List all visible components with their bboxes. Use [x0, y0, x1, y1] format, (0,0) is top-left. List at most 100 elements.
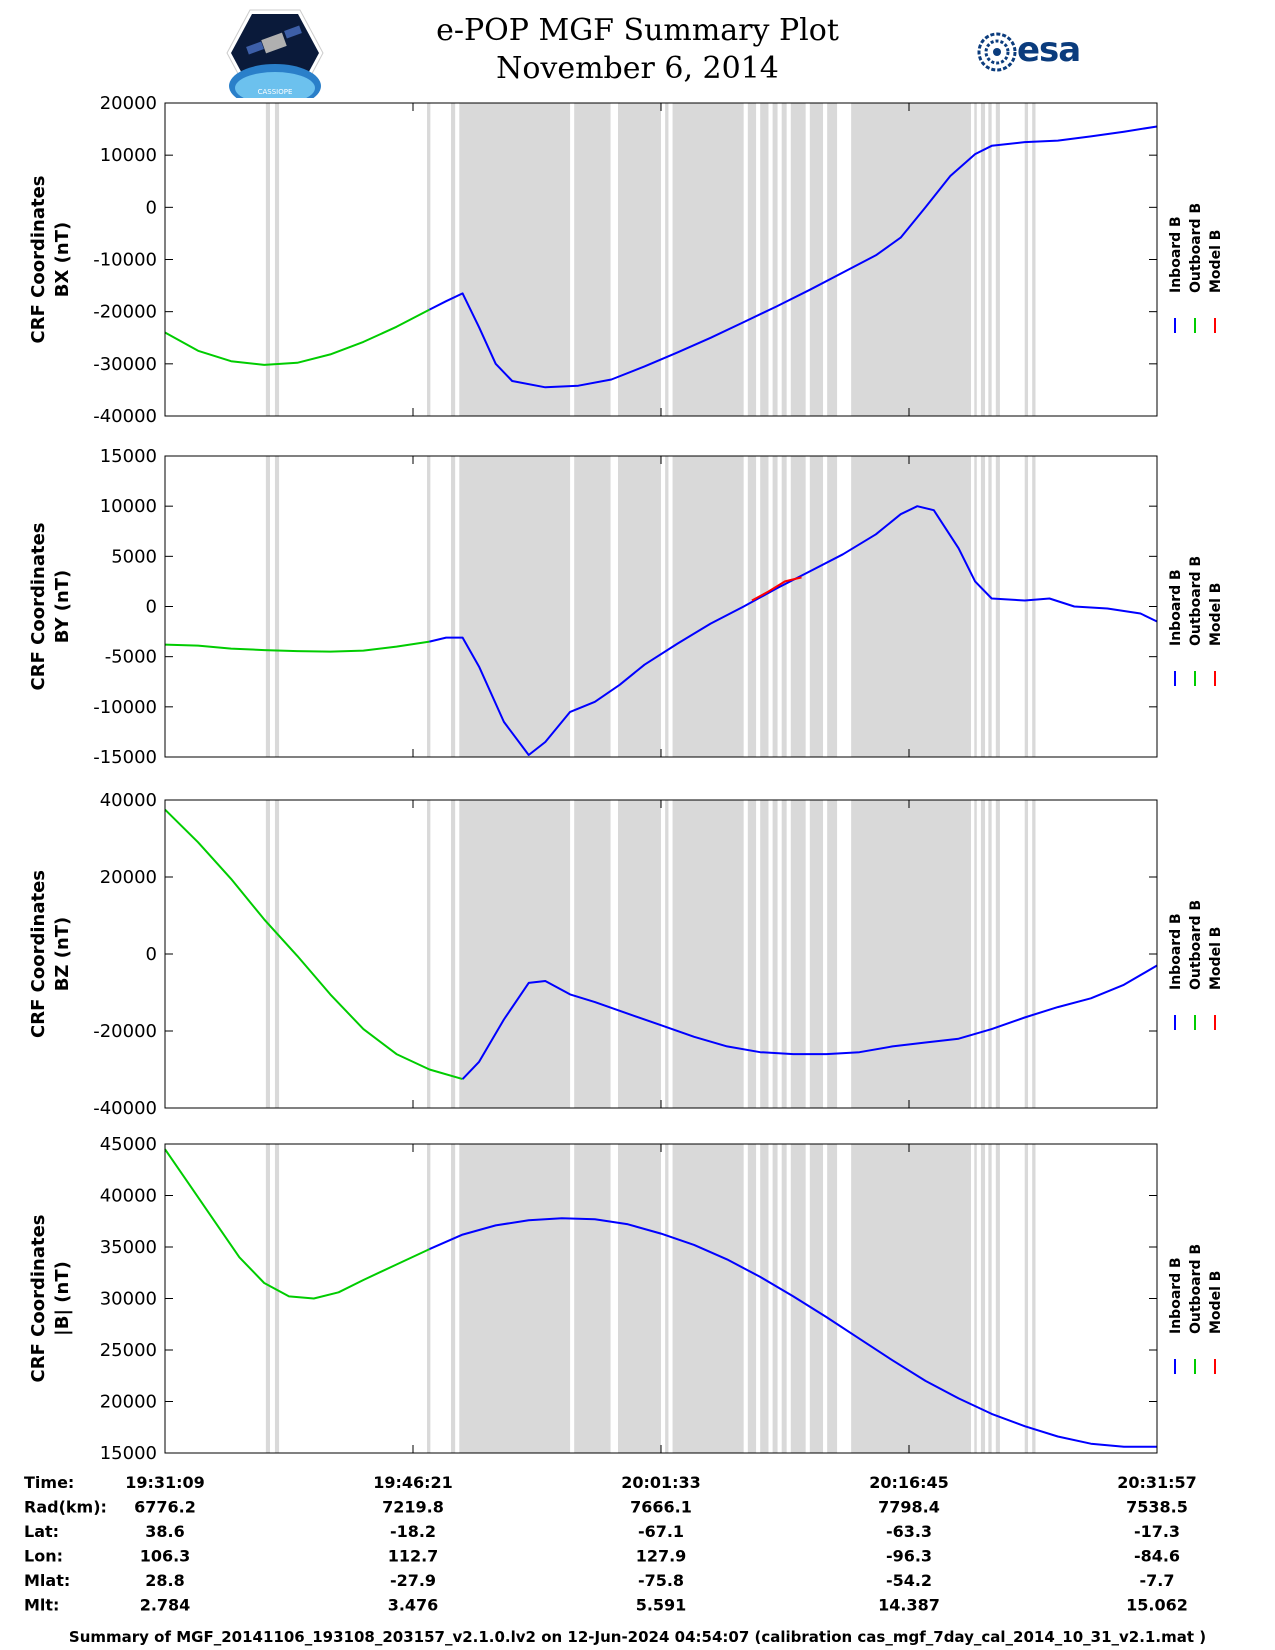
bz-shade-9	[747, 800, 757, 1108]
ephemeris-value: 6776.2	[134, 1498, 196, 1517]
bmag-ytick-label: 45000	[100, 1134, 157, 1155]
bx-ytick-label: 10000	[100, 145, 157, 166]
by-shade-17	[974, 456, 977, 757]
by-shade-15	[827, 456, 838, 757]
bz-legend-label: Inboard B	[1168, 913, 1184, 990]
by-shade-9	[747, 456, 757, 757]
bz-shade-10	[760, 800, 769, 1108]
bmag-shade-20	[995, 1144, 1000, 1453]
bx-shade-21	[1024, 103, 1029, 416]
bmag-shade-7	[665, 1144, 669, 1453]
bx-shade-3	[451, 103, 456, 416]
bmag-shade-6	[618, 1144, 661, 1453]
bmag-ylabel: |B| (nT)	[52, 1261, 73, 1336]
bx-shade-1	[274, 103, 280, 416]
bmag-outboard-b-line	[164, 1148, 430, 1300]
bx-ylabel: CRF Coordinates	[28, 176, 49, 344]
by-shade-2	[427, 456, 431, 757]
bmag-shade-21	[1024, 1144, 1029, 1453]
by-shade-5	[574, 456, 611, 757]
ephemeris-value: 7798.4	[878, 1498, 940, 1517]
by-ytick-label: 10000	[100, 496, 157, 517]
bmag-ytick-label: 20000	[100, 1392, 157, 1413]
by-legend-label: Model B	[1208, 583, 1224, 646]
bz-shade-4	[459, 800, 571, 1108]
ephemeris-row-label: Lon:	[24, 1547, 63, 1566]
bmag-shade-18	[980, 1144, 986, 1453]
by-outboard-b-line	[164, 640, 430, 653]
by-legend-label: Outboard B	[1188, 556, 1204, 646]
bz-ytick-label: 20000	[100, 867, 157, 888]
bx-legend-label: Inboard B	[1168, 216, 1184, 293]
bx-inboard-b-line	[429, 125, 1158, 389]
bz-shade-3	[451, 800, 456, 1108]
bx-shade-13	[790, 103, 806, 416]
ephemeris-value: -27.9	[390, 1571, 436, 1590]
footer-caption: Summary of MGF_20141106_193108_203157_v2…	[68, 1628, 1207, 1646]
by-shade-8	[672, 456, 744, 757]
by-shade-19	[988, 456, 992, 757]
ephemeris-value: 3.476	[388, 1596, 439, 1615]
bmag-ytick-label: 40000	[100, 1186, 157, 1207]
bz-shade-5	[574, 800, 611, 1108]
by-ytick-label: 5000	[111, 546, 157, 567]
by-shade-6	[618, 456, 661, 757]
bmag-legend-label: Outboard B	[1188, 1244, 1204, 1334]
by-shade-16	[851, 456, 971, 757]
bx-ytick-label: -30000	[93, 354, 157, 375]
ephemeris-value: 7219.8	[382, 1498, 444, 1517]
bz-outboard-b-line	[164, 808, 463, 1081]
by-ytick-label: 0	[146, 597, 157, 618]
ephemeris-value: 7538.5	[1126, 1498, 1188, 1517]
ephemeris-value: -96.3	[886, 1547, 932, 1566]
ephemeris-row-label: Mlat:	[24, 1571, 70, 1590]
bx-shade-14	[809, 103, 824, 416]
by-ytick-label: -15000	[93, 747, 157, 768]
by-shade-12	[781, 456, 787, 757]
bmag-shade-17	[974, 1144, 977, 1453]
bx-shade-22	[1032, 103, 1036, 416]
bx-ylabel: BX (nT)	[52, 222, 73, 297]
by-shade-13	[790, 456, 806, 757]
ephemeris-value: 15.062	[1126, 1596, 1188, 1615]
bx-shade-18	[980, 103, 986, 416]
bx-ytick-label: 20000	[100, 93, 157, 114]
by-ylabel: BY (nT)	[52, 570, 73, 644]
ephemeris-row-label: Rad(km):	[24, 1498, 107, 1517]
bz-legend-label: Outboard B	[1188, 900, 1204, 990]
bz-shade-0	[265, 800, 270, 1108]
esa-logo-icon: esa	[975, 30, 1095, 74]
bmag-inboard-b-line	[429, 1217, 1157, 1448]
bz-shade-20	[995, 800, 1000, 1108]
by-ytick-label: -5000	[105, 647, 157, 668]
bz-shade-16	[851, 800, 971, 1108]
bz-ylabel: BZ (nT)	[52, 917, 73, 992]
by-shade-4	[459, 456, 571, 757]
bmag-shade-3	[451, 1144, 456, 1453]
ephemeris-value: 19:46:21	[373, 1473, 453, 1492]
bx-shade-8	[672, 103, 744, 416]
by-model-b-line	[751, 576, 802, 602]
bz-shade-8	[672, 800, 744, 1108]
ephemeris-value: 20:16:45	[869, 1473, 949, 1492]
ephemeris-value: -18.2	[390, 1522, 436, 1541]
bmag-legend-label: Inboard B	[1168, 1257, 1184, 1334]
bz-inboard-b-line	[461, 964, 1158, 1080]
bx-shade-12	[781, 103, 787, 416]
bmag-shade-1	[274, 1144, 280, 1453]
ephemeris-value: 20:01:33	[621, 1473, 701, 1492]
bmag-shade-14	[809, 1144, 824, 1453]
cassiope-logo-icon: CASSIOPE	[226, 9, 324, 98]
ephemeris-value: 20:31:57	[1117, 1473, 1197, 1492]
bmag-shade-2	[427, 1144, 431, 1453]
bmag-shade-5	[574, 1144, 611, 1453]
bz-shade-22	[1032, 800, 1036, 1108]
plot-date: November 6, 2014	[496, 51, 779, 86]
bz-shade-19	[988, 800, 992, 1108]
bz-shade-14	[809, 800, 824, 1108]
bx-shade-9	[747, 103, 757, 416]
bmag-shade-12	[781, 1144, 787, 1453]
ephemeris-value: -75.8	[638, 1571, 684, 1590]
by-shade-20	[995, 456, 1000, 757]
